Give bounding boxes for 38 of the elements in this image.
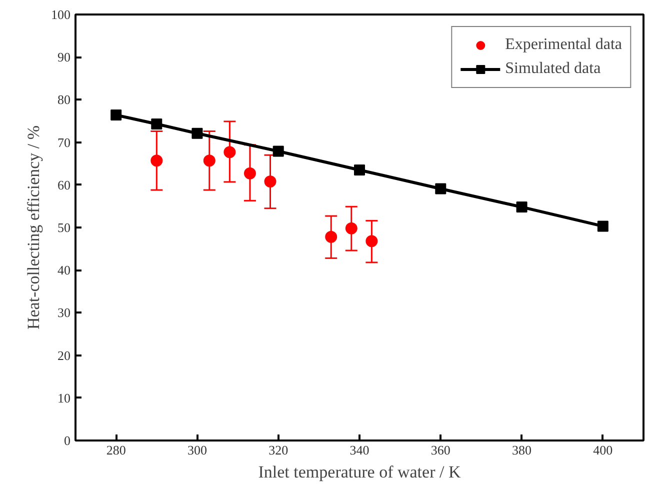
x-tick-label: 320 — [268, 442, 288, 458]
y-tick-label: 90 — [58, 50, 70, 65]
point — [151, 118, 162, 130]
point — [244, 167, 256, 180]
x-tick-label: 360 — [430, 442, 450, 458]
point — [354, 164, 365, 176]
x-axis-title: Inlet temperature of water / K — [258, 462, 462, 482]
y-tick-label: 40 — [58, 262, 70, 278]
y-tick-label: 50 — [58, 220, 70, 235]
x-tick-label: 280 — [106, 442, 126, 458]
legend-label: Experimental data — [505, 36, 622, 54]
point — [325, 230, 338, 243]
point — [150, 154, 163, 167]
y-axis-title: Heat-collecting efficiency / % — [24, 125, 43, 330]
point — [516, 202, 528, 213]
point — [203, 154, 216, 167]
y-tick-label: 0 — [64, 433, 70, 448]
x-tick-label: 380 — [512, 442, 532, 458]
point — [110, 110, 122, 121]
y-tick-label: 10 — [58, 390, 70, 406]
y-tick-label: 20 — [58, 348, 70, 363]
x-tick-label: 300 — [187, 442, 207, 458]
y-tick-label: 70 — [58, 134, 70, 150]
point — [366, 235, 378, 248]
y-tick-label: 60 — [58, 177, 70, 192]
x-tick-label: 400 — [593, 442, 613, 458]
point — [264, 176, 276, 188]
y-tick-label: 30 — [58, 305, 70, 320]
point — [345, 222, 358, 234]
point — [224, 146, 236, 158]
point — [597, 220, 608, 232]
point — [272, 146, 284, 157]
y-tick-label: 100 — [51, 7, 70, 22]
x-tick-label: 340 — [350, 442, 370, 458]
point — [192, 128, 203, 139]
legend-label: Simulated data — [505, 60, 601, 78]
point — [435, 183, 446, 194]
y-tick-label: 80 — [58, 92, 70, 108]
